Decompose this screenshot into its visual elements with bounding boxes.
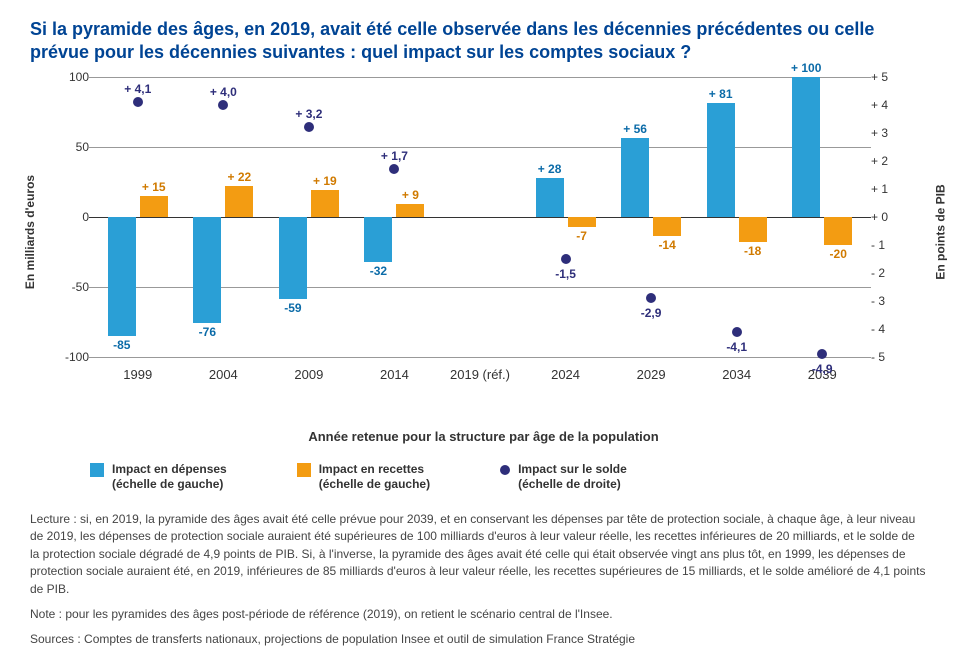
legend-swatch-depenses	[90, 463, 104, 477]
value-label: + 28	[538, 162, 562, 176]
grid-line	[89, 147, 871, 148]
bar-depenses	[279, 217, 307, 300]
value-label: + 15	[142, 180, 166, 194]
point-solde	[732, 327, 742, 337]
y-tick-right: - 1	[871, 238, 905, 252]
y-tick-left: -50	[55, 280, 89, 294]
value-label: -85	[113, 338, 130, 352]
point-solde	[133, 97, 143, 107]
value-label: + 1,7	[381, 149, 408, 163]
y-tick-right: + 5	[871, 70, 905, 84]
value-label: + 56	[623, 122, 647, 136]
legend-recettes: Impact en recettes(échelle de gauche)	[297, 462, 430, 493]
notes-section: Lecture : si, en 2019, la pyramide des â…	[30, 511, 927, 649]
x-tick: 2009	[294, 367, 323, 382]
bar-depenses	[707, 103, 735, 216]
sources-note: Sources : Comptes de transferts nationau…	[30, 631, 927, 648]
plot-area: -100-50050100- 5- 4- 3- 2- 1+ 0+ 1+ 2+ 3…	[95, 77, 865, 357]
bar-recettes	[225, 186, 253, 217]
bar-depenses	[364, 217, 392, 262]
x-tick: 2004	[209, 367, 238, 382]
y-tick-right: + 0	[871, 210, 905, 224]
y-axis-left-label: En milliards d'euros	[23, 175, 37, 289]
value-label: -59	[284, 301, 301, 315]
point-solde	[561, 254, 571, 264]
value-label: + 19	[313, 174, 337, 188]
bar-recettes	[653, 217, 681, 237]
bar-depenses	[108, 217, 136, 336]
x-axis-label: Année retenue pour la structure par âge …	[40, 429, 927, 444]
x-tick: 2034	[722, 367, 751, 382]
value-label: -4,1	[726, 340, 747, 354]
legend-label: Impact en recettes(échelle de gauche)	[319, 462, 430, 492]
value-label: -18	[744, 244, 761, 258]
y-tick-left: 100	[55, 70, 89, 84]
y-axis-right-label: En points de PIB	[933, 184, 947, 279]
bar-recettes	[568, 217, 596, 227]
x-tick: 2024	[551, 367, 580, 382]
value-label: + 9	[402, 188, 419, 202]
y-tick-left: 0	[55, 210, 89, 224]
value-label: -14	[658, 238, 675, 252]
value-label: + 4,0	[210, 85, 237, 99]
y-tick-right: + 2	[871, 154, 905, 168]
value-label: + 4,1	[124, 82, 151, 96]
value-label: -7	[576, 229, 587, 243]
legend-label: Impact sur le solde(échelle de droite)	[518, 462, 627, 492]
x-tick: 1999	[123, 367, 152, 382]
value-label: -20	[830, 247, 847, 261]
legend-dot-solde	[500, 465, 510, 475]
y-tick-right: - 4	[871, 322, 905, 336]
bar-recettes	[824, 217, 852, 245]
value-label: + 22	[227, 170, 251, 184]
legend-solde: Impact sur le solde(échelle de droite)	[500, 462, 627, 493]
y-tick-right: + 1	[871, 182, 905, 196]
legend-label: Impact en dépenses(échelle de gauche)	[112, 462, 227, 492]
point-solde	[646, 293, 656, 303]
y-tick-right: + 4	[871, 98, 905, 112]
point-solde	[304, 122, 314, 132]
value-label: -32	[370, 264, 387, 278]
value-label: -2,9	[641, 306, 662, 320]
point-solde	[817, 349, 827, 359]
lecture-note: Lecture : si, en 2019, la pyramide des â…	[30, 511, 927, 598]
bar-depenses	[621, 138, 649, 216]
bar-recettes	[311, 190, 339, 217]
y-tick-right: - 3	[871, 294, 905, 308]
y-tick-left: -100	[55, 350, 89, 364]
bar-recettes	[739, 217, 767, 242]
value-label: -76	[199, 325, 216, 339]
x-tick: 2014	[380, 367, 409, 382]
y-tick-right: - 5	[871, 350, 905, 364]
bar-recettes	[140, 196, 168, 217]
chart-title: Si la pyramide des âges, en 2019, avait …	[30, 18, 927, 65]
point-solde	[389, 164, 399, 174]
x-tick: 2029	[637, 367, 666, 382]
bar-depenses	[792, 77, 820, 217]
x-tick: 2019 (réf.)	[450, 367, 510, 382]
value-label: + 81	[709, 87, 733, 101]
value-label: -4,9	[812, 362, 833, 376]
value-label: + 3,2	[295, 107, 322, 121]
legend-depenses: Impact en dépenses(échelle de gauche)	[90, 462, 227, 493]
y-tick-left: 50	[55, 140, 89, 154]
chart-container: En milliards d'euros En points de PIB -1…	[40, 77, 920, 387]
grid-line	[89, 357, 871, 358]
bar-depenses	[536, 178, 564, 217]
methodology-note: Note : pour les pyramides des âges post-…	[30, 606, 927, 623]
value-label: + 100	[791, 61, 821, 75]
legend: Impact en dépenses(échelle de gauche) Im…	[90, 462, 927, 493]
y-tick-right: + 3	[871, 126, 905, 140]
y-tick-right: - 2	[871, 266, 905, 280]
bar-recettes	[396, 204, 424, 217]
point-solde	[218, 100, 228, 110]
legend-swatch-recettes	[297, 463, 311, 477]
grid-line	[89, 77, 871, 78]
bar-depenses	[193, 217, 221, 323]
value-label: -1,5	[555, 267, 576, 281]
